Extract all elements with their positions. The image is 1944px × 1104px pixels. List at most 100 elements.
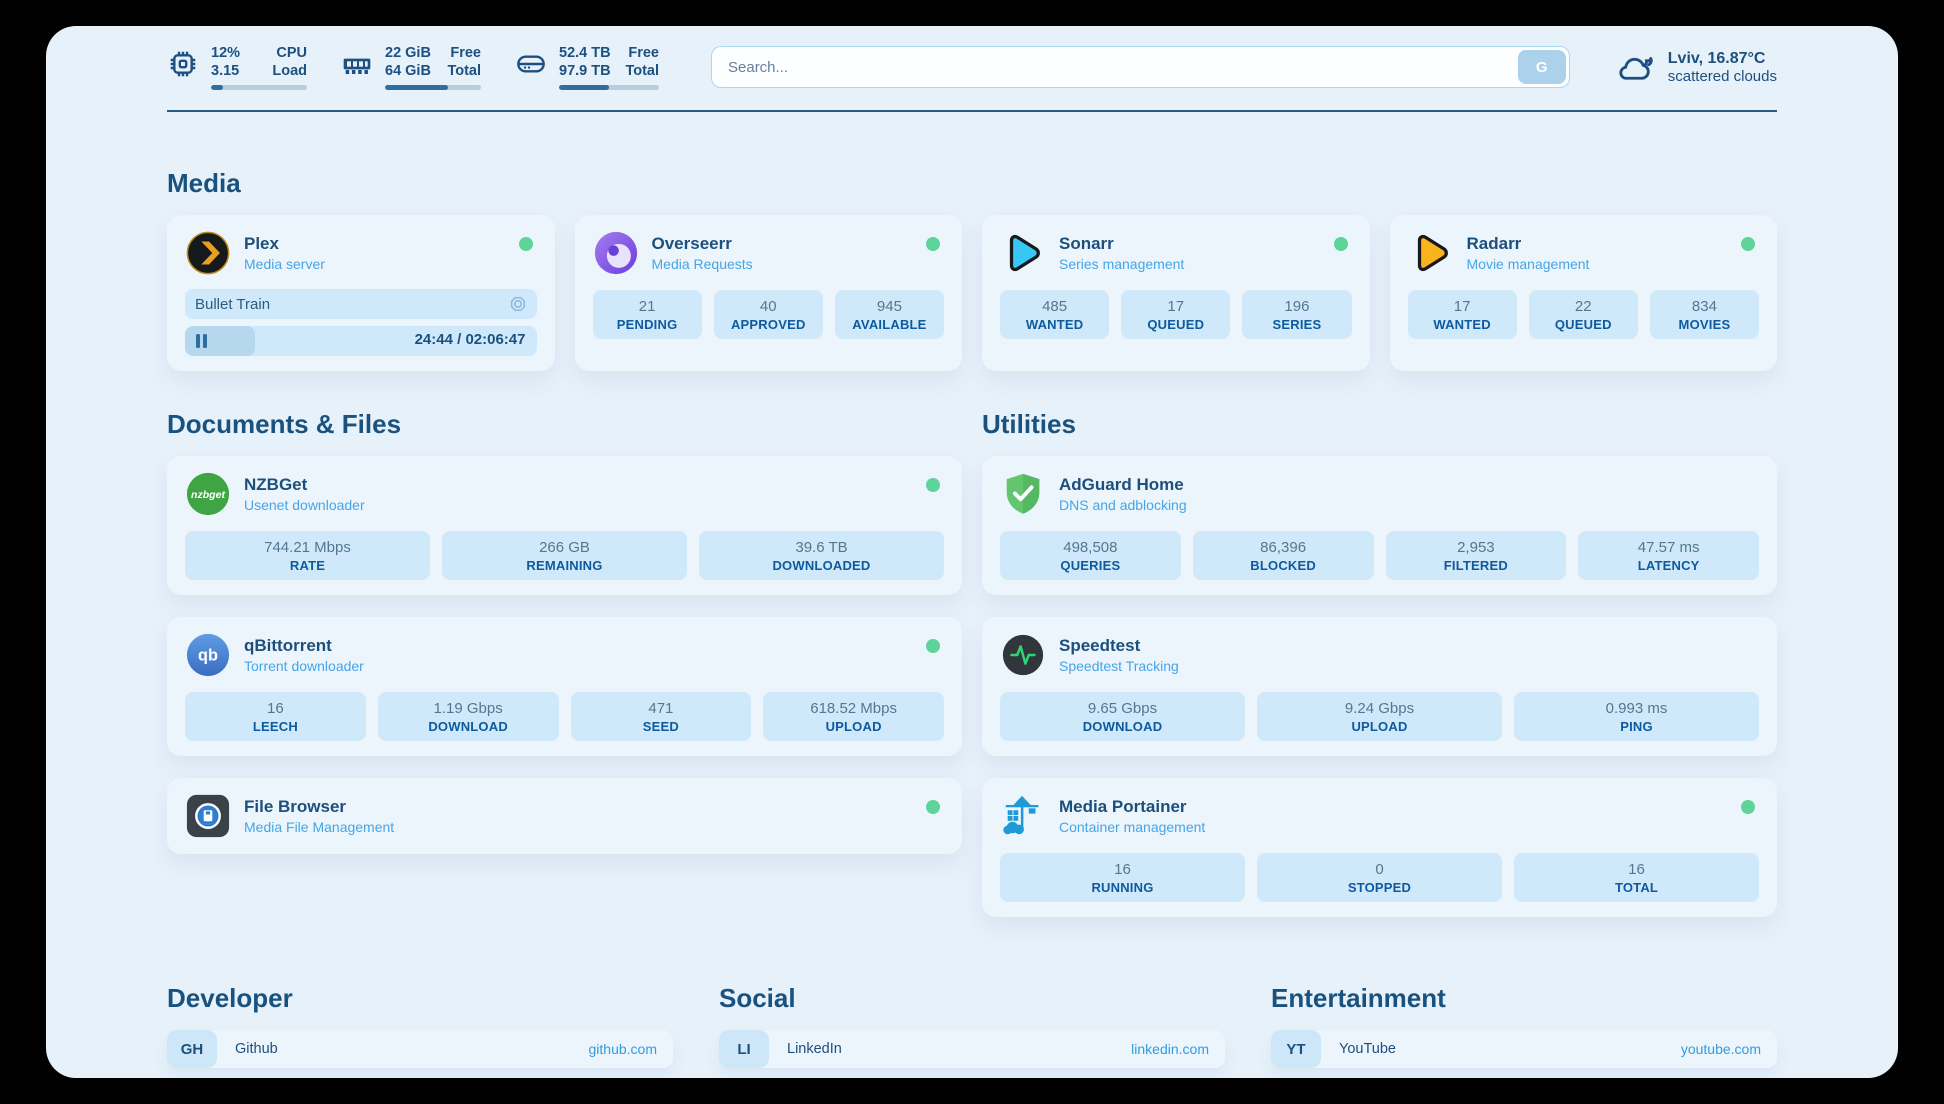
disk-total: 97.9 TB [559, 63, 611, 79]
status-dot [926, 639, 940, 653]
disk-progress-bar [559, 85, 659, 90]
app-subtitle: DNS and adblocking [1059, 497, 1187, 513]
disk-label-2: Total [625, 63, 659, 79]
disk-icon [517, 55, 545, 73]
portainer-icon [1000, 793, 1046, 839]
section-title-social: Social [719, 983, 796, 1013]
stat-leech: 16 LEECH [185, 692, 366, 741]
adguard-icon [1000, 471, 1046, 517]
section-title-media: Media [167, 168, 241, 198]
status-dot [926, 478, 940, 492]
cloud-icon [1619, 57, 1653, 80]
speedtest-card[interactable]: Speedtest Speedtest Tracking 9.65 Gbps D… [982, 617, 1777, 756]
status-dot [1741, 800, 1755, 814]
radarr-icon [1408, 230, 1454, 276]
system-stats: 12% CPU 3.15 Load [167, 44, 659, 90]
social-section: Social LI LinkedIn linkedin.com TW Twitt… [719, 983, 1225, 1078]
top-bar: 12% CPU 3.15 Load [167, 26, 1777, 90]
status-dot [926, 237, 940, 251]
radarr-card[interactable]: Radarr Movie management 17 WANTED 22 QUE… [1389, 215, 1777, 371]
cpu-label-1: CPU [276, 45, 307, 61]
status-dot [1333, 237, 1348, 251]
app-subtitle: Usenet downloader [244, 497, 365, 513]
now-playing-title: Bullet Train [195, 295, 271, 313]
now-playing-bar: Bullet Train [185, 289, 537, 319]
app-subtitle: Container management [1059, 819, 1206, 835]
playback-time: 24:44 / 02:06:47 [414, 331, 526, 348]
ram-progress-bar [385, 85, 481, 90]
pause-icon[interactable] [196, 334, 207, 348]
overseerr-icon [593, 230, 639, 276]
ram-stat: 22 GiB Free 64 GiB Total [341, 44, 481, 90]
disk-stat: 52.4 TB Free 97.9 TB Total [515, 44, 659, 90]
cpu-load: 3.15 [211, 63, 240, 79]
developer-section: Developer GH Github github.com SO StackO… [167, 983, 673, 1078]
section-title-developer: Developer [167, 983, 293, 1013]
stat-running: 16 RUNNING [1000, 853, 1245, 902]
cpu-stat: 12% CPU 3.15 Load [167, 44, 307, 90]
svg-text:nzbget: nzbget [191, 489, 225, 501]
app-title: Overseerr [651, 234, 732, 253]
svg-text:qb: qb [198, 647, 218, 665]
sonarr-card[interactable]: Sonarr Series management 485 WANTED 17 Q… [982, 215, 1370, 371]
stat-latency: 47.57 ms LATENCY [1578, 531, 1759, 580]
section-title-utilities: Utilities [982, 409, 1076, 439]
filebrowser-card[interactable]: File Browser Media File Management [167, 778, 962, 854]
cpu-percent: 12% [211, 45, 241, 61]
search-input[interactable] [711, 46, 1570, 88]
cpu-progress-bar [211, 85, 307, 90]
app-title: qBittorrent [244, 636, 332, 655]
qbittorrent-card[interactable]: qb qBittorrent Torrent downloader 16 LEE… [167, 617, 962, 756]
weather-widget: Lviv, 16.87°C scattered clouds [1614, 50, 1777, 85]
speedtest-icon [1000, 632, 1046, 678]
stat-upload: 9.24 Gbps UPLOAD [1257, 692, 1502, 741]
portainer-card[interactable]: Media Portainer Container management 16 … [982, 778, 1777, 917]
google-search-button[interactable]: G [1517, 50, 1566, 84]
app-title: AdGuard Home [1059, 475, 1184, 494]
ram-label-1: Free [450, 45, 481, 61]
session-icon[interactable] [509, 295, 527, 313]
stat-upload: 618.52 Mbps UPLOAD [763, 692, 944, 741]
playback-progress[interactable]: 24:44 / 02:06:47 [185, 326, 537, 356]
plex-card[interactable]: Plex Media server Bullet Train [167, 215, 555, 371]
status-dot [926, 800, 940, 814]
stat-queued: 17 QUEUED [1121, 290, 1231, 339]
app-title: Sonarr [1059, 234, 1114, 253]
app-title: NZBGet [244, 475, 308, 494]
overseerr-card[interactable]: Overseerr Media Requests 21 PENDING 40 A… [574, 215, 962, 371]
documents-column: Documents & Files nzbget NZBGet U [167, 409, 962, 917]
stat-available: 945 AVAILABLE [834, 290, 945, 339]
ram-label-2: Total [447, 63, 481, 79]
disk-label-1: Free [628, 45, 659, 61]
section-title-documents: Documents & Files [167, 409, 402, 439]
status-dot [1741, 237, 1755, 251]
app-title: Plex [244, 234, 279, 253]
app-title: Speedtest [1059, 636, 1141, 655]
link-github[interactable]: GH Github github.com [167, 1030, 673, 1068]
section-title-entertainment: Entertainment [1271, 983, 1446, 1013]
app-subtitle: Torrent downloader [244, 658, 364, 674]
stat-queries: 498,508 QUERIES [1000, 531, 1181, 580]
stat-stopped: 0 STOPPED [1257, 853, 1502, 902]
plex-icon [185, 230, 231, 276]
app-title: Media Portainer [1059, 797, 1187, 816]
stat-pending: 21 PENDING [592, 290, 702, 339]
link-youtube[interactable]: YT YouTube youtube.com [1271, 1030, 1777, 1068]
stat-remaining: 266 GB REMAINING [442, 531, 687, 580]
stat-filtered: 2,953 FILTERED [1385, 531, 1567, 580]
adguard-card[interactable]: AdGuard Home DNS and adblocking 498,508 … [982, 456, 1777, 595]
stat-approved: 40 APPROVED [713, 290, 823, 339]
stat-rate: 744.21 Mbps RATE [185, 531, 430, 580]
stat-downloaded: 39.6 TB DOWNLOADED [699, 531, 944, 580]
app-subtitle: Speedtest Tracking [1059, 658, 1179, 674]
stat-movies: 834 MOVIES [1649, 290, 1760, 339]
dashboard-panel: 12% CPU 3.15 Load [46, 26, 1898, 1078]
link-linkedin[interactable]: LI LinkedIn linkedin.com [719, 1030, 1225, 1068]
app-title: File Browser [244, 797, 347, 816]
ram-free: 22 GiB [385, 45, 431, 61]
stat-series: 196 SERIES [1242, 290, 1352, 339]
app-subtitle: Media Requests [651, 256, 753, 272]
nzbget-card[interactable]: nzbget NZBGet Usenet downloader 744.21 M… [167, 456, 962, 595]
stat-download: 1.19 Gbps DOWNLOAD [377, 692, 559, 741]
stat-total: 16 TOTAL [1514, 853, 1759, 902]
